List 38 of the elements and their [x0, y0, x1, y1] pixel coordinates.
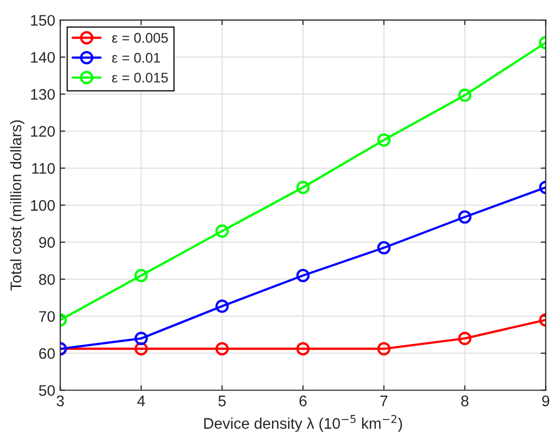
- point: [134, 332, 148, 346]
- x-tick-label: 3: [56, 396, 64, 406]
- point: [296, 268, 310, 282]
- x-tick-label: 8: [461, 396, 468, 406]
- y-tick-label: 70: [39, 311, 55, 322]
- x-axis-title: Device density λ (10$^{−5}$ km$^{−2}$): [204, 414, 402, 432]
- y-tick-label: 90: [39, 237, 55, 248]
- point: [134, 268, 148, 282]
- point: [296, 180, 310, 194]
- point: [296, 342, 310, 356]
- point: [215, 300, 229, 313]
- point: [458, 332, 472, 346]
- legend-label: ε = 0.01: [112, 52, 160, 63]
- point: [134, 342, 148, 356]
- y-tick-label: 100: [31, 200, 55, 211]
- x-tick-label: 9: [542, 396, 550, 406]
- y-tick-label: 50: [39, 385, 55, 396]
- point: [215, 224, 229, 238]
- point: [377, 342, 391, 356]
- point: [458, 210, 472, 224]
- y-tick-label: 120: [31, 126, 55, 137]
- point: [377, 133, 391, 147]
- x-tick-label: 5: [218, 396, 226, 406]
- y-tick-label: 140: [31, 52, 55, 63]
- legend-label: ε = 0.015: [112, 72, 168, 83]
- point: [215, 342, 229, 356]
- x-tick-label: 4: [137, 396, 145, 406]
- point: [458, 88, 472, 102]
- y-axis-title: Total cost (million dollars): [10, 120, 24, 291]
- x-tick-label: 7: [380, 396, 388, 406]
- y-tick-label: 110: [32, 163, 55, 174]
- y-tick-label: 60: [39, 348, 55, 359]
- legend-label: ε = 0.005: [112, 32, 168, 43]
- y-tick-label: 80: [39, 274, 55, 285]
- y-tick-label: 150: [31, 14, 55, 26]
- x-tick-label: 6: [300, 396, 307, 406]
- y-tick-label: 130: [31, 88, 55, 100]
- point: [377, 241, 391, 254]
